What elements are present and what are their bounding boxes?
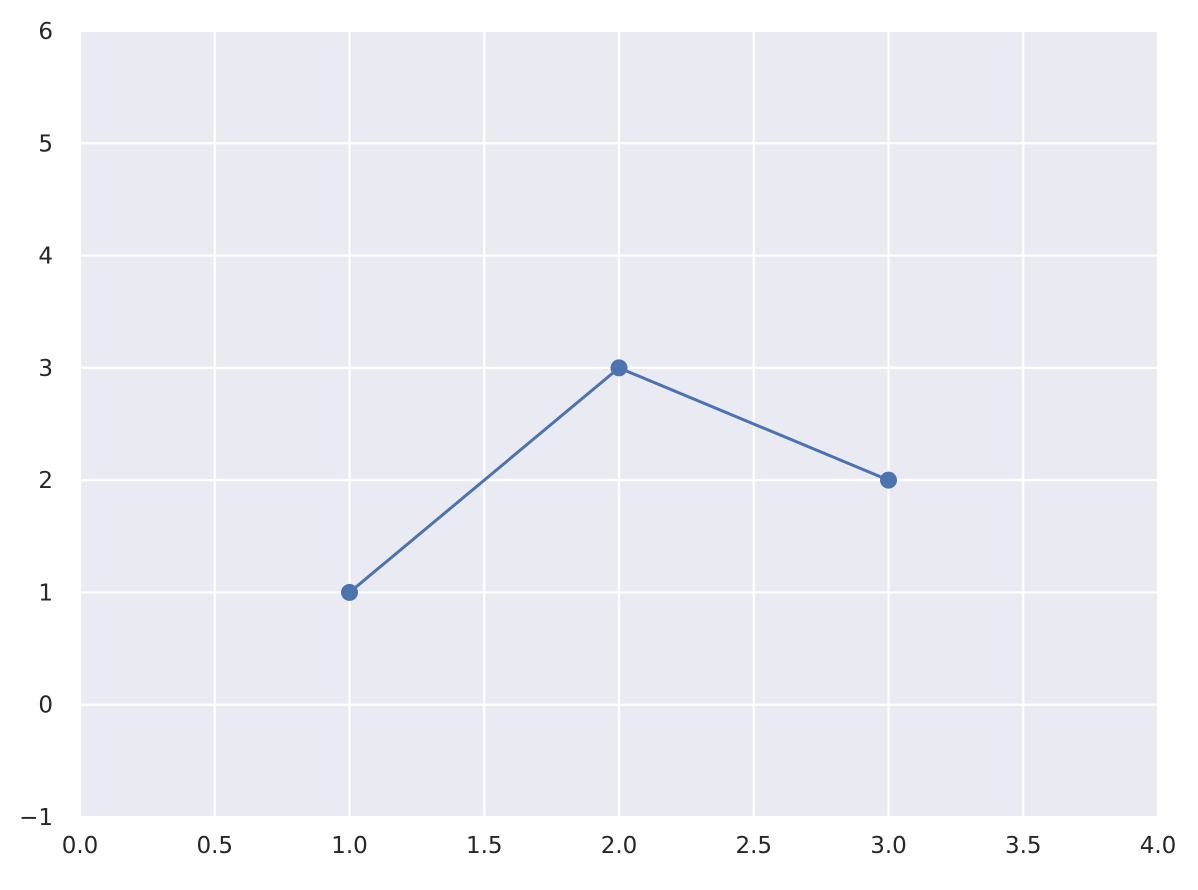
y-tick-label: 1	[38, 580, 53, 606]
series-layer	[341, 359, 897, 601]
data-point	[341, 583, 358, 601]
y-tick-label: 6	[38, 19, 53, 45]
x-tick-label: 2.5	[735, 833, 772, 859]
x-tick-label: 3.5	[1005, 833, 1042, 859]
y-tick-label: 4	[38, 244, 53, 270]
x-tick-label: 1.5	[466, 833, 503, 859]
y-tick-label: 2	[38, 468, 53, 494]
x-tick-labels: 0.0 0.5 1.0 1.5 2.0 2.5 3.0 3.5 4.0	[62, 833, 1177, 859]
x-tick-label: 0.5	[196, 833, 233, 859]
x-tick-label: 2.0	[601, 833, 638, 859]
x-tick-label: 3.0	[870, 833, 907, 859]
x-tick-label: 4.0	[1140, 833, 1177, 859]
x-tick-label: 1.0	[331, 833, 368, 859]
data-point	[610, 359, 628, 377]
y-tick-label: 0	[38, 693, 53, 719]
y-tick-label: 3	[38, 356, 53, 382]
x-tick-label: 0.0	[62, 833, 99, 859]
y-tick-labels: −1 0 1 2 3 4 5 6	[19, 19, 53, 831]
y-tick-label: 5	[38, 131, 53, 157]
data-point	[880, 471, 897, 489]
y-tick-label: −1	[19, 805, 53, 831]
